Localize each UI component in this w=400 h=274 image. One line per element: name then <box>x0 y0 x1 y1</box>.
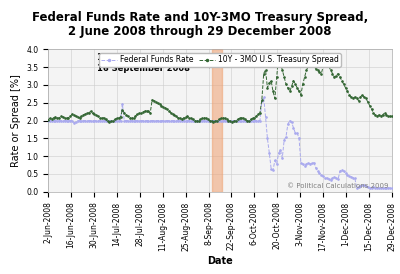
Text: 10 September 2008 to
16 September 2008: 10 September 2008 to 16 September 2008 <box>97 53 213 73</box>
Text: 2 June 2008 through 29 December 2008: 2 June 2008 through 29 December 2008 <box>68 25 332 38</box>
Legend: Federal Funds Rate, 10Y - 3MO U.S. Treasury Spread: Federal Funds Rate, 10Y - 3MO U.S. Treas… <box>99 53 341 67</box>
Y-axis label: Rate or Spread [%]: Rate or Spread [%] <box>10 74 20 167</box>
Text: © Political Calculations 2009: © Political Calculations 2009 <box>287 183 388 189</box>
Bar <box>212 49 222 192</box>
Text: Federal Funds Rate and 10Y-3MO Treasury Spread,: Federal Funds Rate and 10Y-3MO Treasury … <box>32 11 368 24</box>
X-axis label: Date: Date <box>207 256 233 266</box>
